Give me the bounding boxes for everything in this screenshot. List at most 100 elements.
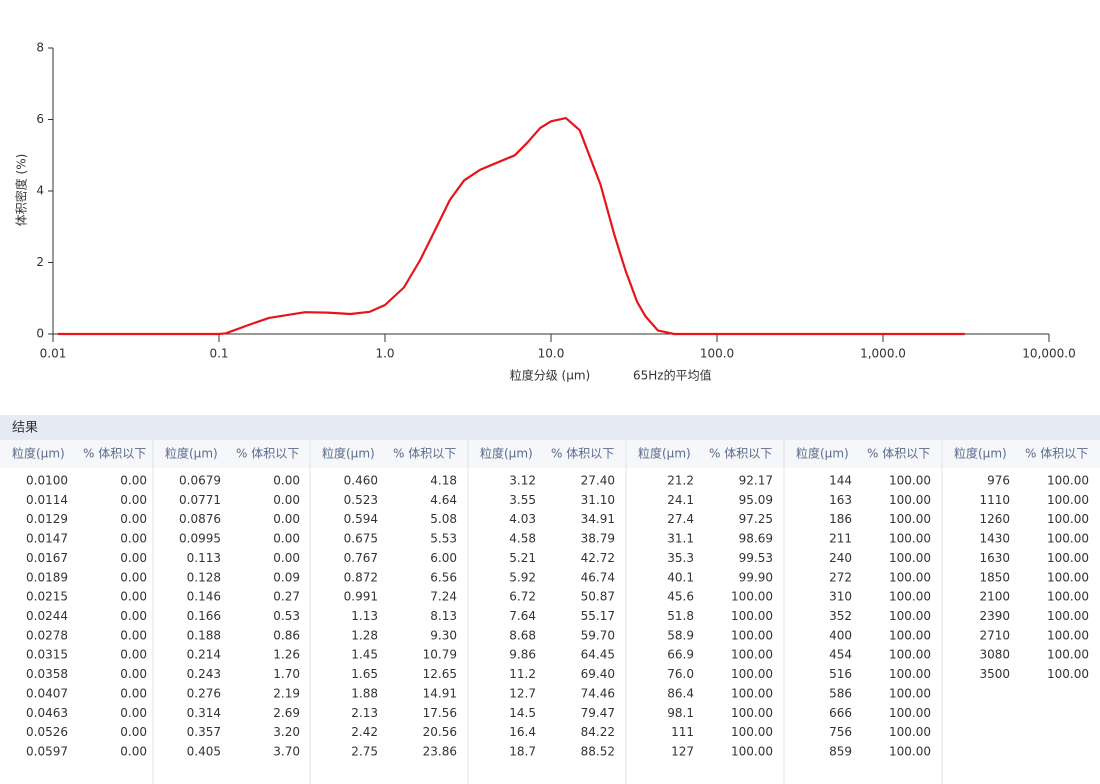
cell: 0.00 [120,609,147,623]
cell: 0.0215 [26,590,68,604]
column-header: % 体积以下 [236,447,299,461]
cell: 1.13 [351,609,378,623]
cell: 0.243 [187,667,221,681]
series-note: 65Hz的平均值 [633,368,712,383]
cell: 31.10 [581,493,615,507]
cell: 4.64 [430,493,457,507]
cell: 0.214 [187,648,221,662]
cell: 1.28 [351,628,378,642]
cell: 100.00 [889,609,931,623]
cell: 100.00 [889,686,931,700]
column-header: 粒度(μm) [796,446,849,461]
cell: 40.1 [667,570,694,584]
cell: 144 [829,474,852,488]
cell: 100.00 [731,590,773,604]
cell: 34.91 [581,512,615,526]
cell: 76.0 [667,667,694,681]
cell: 99.53 [739,551,773,565]
cell: 0.00 [273,532,300,546]
cell: 59.70 [581,628,615,642]
cell: 100.00 [889,725,931,739]
cell: 127 [671,745,694,759]
cell: 1.88 [351,686,378,700]
cell: 0.460 [344,474,378,488]
cell: 0.0278 [26,628,68,642]
cell: 0.0463 [26,706,68,720]
cell: 1110 [979,493,1010,507]
table-title-band [0,415,1100,440]
cell: 2.19 [273,686,300,700]
x-tick-label: 1.0 [375,347,394,361]
cell: 0.00 [120,474,147,488]
cell: 859 [829,745,852,759]
cell: 756 [829,725,852,739]
cell: 0.00 [120,532,147,546]
cell: 98.69 [739,532,773,546]
cell: 100.00 [1047,609,1089,623]
cell: 51.8 [667,609,694,623]
cell: 0.00 [120,628,147,642]
cell: 100.00 [731,686,773,700]
column-header: % 体积以下 [867,447,930,461]
cell: 0.00 [120,590,147,604]
cell: 0.00 [120,493,147,507]
cell: 0.0189 [26,570,68,584]
cell: 66.9 [667,648,694,662]
cell: 100.00 [889,590,931,604]
cell: 211 [829,532,852,546]
cell: 0.00 [120,551,147,565]
cell: 0.86 [273,628,300,642]
cell: 5.08 [430,512,457,526]
cell: 100.00 [731,667,773,681]
cell: 55.17 [581,609,615,623]
cell: 0.128 [187,570,221,584]
cell: 6.00 [430,551,457,565]
cell: 6.72 [509,590,536,604]
cell: 11.2 [509,667,536,681]
cell: 3.55 [509,493,536,507]
cell: 9.86 [509,648,536,662]
x-tick-label: 10,000.0 [1022,347,1075,361]
cell: 31.1 [667,532,694,546]
cell: 240 [829,551,852,565]
cell: 21.2 [667,474,694,488]
column-header: 粒度(μm) [480,446,533,461]
y-tick-label: 8 [36,41,44,55]
column-header: 粒度(μm) [638,446,691,461]
cell: 4.03 [509,512,536,526]
cell: 0.00 [120,648,147,662]
cell: 0.0129 [26,512,68,526]
cell: 163 [829,493,852,507]
cell: 0.27 [273,590,300,604]
cell: 5.53 [430,532,457,546]
cell: 2.13 [351,706,378,720]
cell: 3500 [979,667,1010,681]
cell: 0.0244 [26,609,68,623]
cell: 100.00 [889,648,931,662]
cell: 100.00 [889,512,931,526]
cell: 1.65 [351,667,378,681]
cell: 10.79 [423,648,457,662]
column-header: % 体积以下 [1025,447,1088,461]
column-header: 粒度(μm) [322,446,375,461]
cell: 46.74 [581,570,615,584]
x-tick-label: 10.0 [538,347,565,361]
cell: 352 [829,609,852,623]
cell: 0.53 [273,609,300,623]
cell: 0.00 [273,474,300,488]
cell: 0.0167 [26,551,68,565]
cell: 9.30 [430,628,457,642]
cell: 1630 [979,551,1010,565]
cell: 0.00 [273,493,300,507]
cell: 0.00 [273,512,300,526]
cell: 100.00 [731,706,773,720]
cell: 516 [829,667,852,681]
cell: 0.188 [187,628,221,642]
cell: 84.22 [581,725,615,739]
cell: 976 [987,474,1010,488]
cell: 666 [829,706,852,720]
cell: 111 [671,725,694,739]
cell: 0.594 [344,512,378,526]
cell: 2.75 [351,745,378,759]
